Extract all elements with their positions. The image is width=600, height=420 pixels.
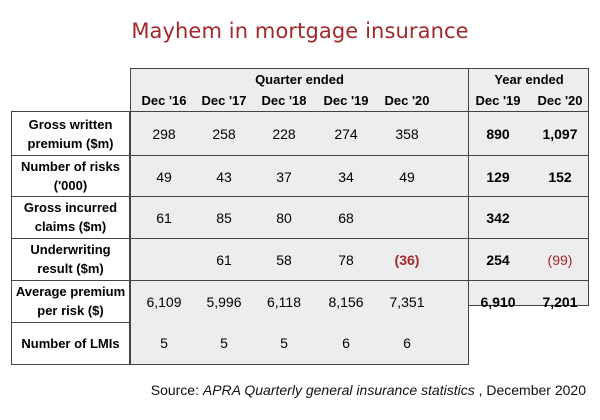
col-header-q3: Dec '18: [261, 93, 307, 108]
row-label-underwriting-result: Underwriting result ($m): [11, 238, 130, 281]
cell-risks-y2: 152: [548, 169, 572, 185]
col-header-q5: Dec '20: [384, 93, 430, 108]
cell-uw-q3: 58: [276, 252, 292, 268]
cell-claims-y1: 342: [486, 210, 510, 226]
row-divider: [11, 196, 589, 197]
row-label-gross-written-premium: Gross written premium ($m): [11, 111, 130, 156]
source-note: Source: APRA Quarterly general insurance…: [150, 382, 586, 398]
cell-risks-q2: 43: [216, 169, 232, 185]
cell-risks-q4: 34: [338, 169, 354, 185]
row-label-gross-incurred-claims: Gross incurred claims ($m): [11, 196, 130, 239]
row-divider: [11, 155, 589, 156]
col-header-q2: Dec '17: [201, 93, 247, 108]
cell-avg-y2: 7,201: [542, 294, 578, 310]
page-title: Mayhem in mortgage insurance: [131, 19, 469, 43]
cell-claims-q3: 80: [276, 210, 292, 226]
col-header-q1: Dec '16: [141, 93, 187, 108]
cell-uw-y2: (99): [547, 252, 573, 268]
row-divider: [11, 238, 589, 239]
cell-risks-y1: 129: [486, 169, 510, 185]
cell-lmis-q5: 6: [403, 335, 411, 351]
col-header-y2: Dec '20: [537, 93, 583, 108]
cell-lmis-q2: 5: [220, 335, 228, 351]
cell-avg-q5: 7,351: [389, 294, 425, 310]
cell-risks-q5: 49: [399, 169, 415, 185]
cell-avg-y1: 6,910: [480, 294, 516, 310]
cell-risks-q3: 37: [276, 169, 292, 185]
cell-gwp-y2: 1,097: [542, 126, 578, 142]
col-header-y1: Dec '19: [475, 93, 521, 108]
cell-lmis-q3: 5: [280, 335, 288, 351]
cell-uw-q4: 78: [338, 252, 354, 268]
cell-avg-q3: 6,118: [267, 294, 301, 310]
cell-claims-q1: 61: [156, 210, 172, 226]
quarter-group-header: Quarter ended: [255, 72, 344, 87]
cell-claims-q2: 85: [216, 210, 232, 226]
row-label-number-of-lmis: Number of LMIs: [11, 322, 130, 365]
cell-gwp-q4: 274: [334, 126, 358, 142]
cell-gwp-q2: 258: [212, 126, 236, 142]
quarter-section: [130, 68, 469, 365]
cell-gwp-q3: 228: [272, 126, 296, 142]
cell-gwp-q1: 298: [152, 126, 176, 142]
cell-uw-q5: (36): [394, 252, 420, 268]
cell-uw-q2: 61: [216, 252, 232, 268]
cell-gwp-q5: 358: [395, 126, 419, 142]
cell-risks-q1: 49: [156, 169, 172, 185]
cell-avg-q1: 6,109: [146, 294, 182, 310]
header-divider: [11, 111, 589, 112]
row-divider: [11, 280, 589, 281]
cell-claims-q4: 68: [338, 210, 354, 226]
year-section: [469, 68, 589, 306]
row-label-number-of-risks: Number of risks ('000): [11, 155, 130, 197]
cell-avg-q2: 5,996: [206, 294, 242, 310]
cell-lmis-q1: 5: [160, 335, 168, 351]
cell-lmis-q4: 6: [342, 335, 350, 351]
cell-uw-y1: 254: [486, 252, 510, 268]
col-header-q4: Dec '19: [323, 93, 369, 108]
row-label-average-premium: Average premium per risk ($): [11, 280, 130, 323]
cell-avg-q4: 8,156: [328, 294, 364, 310]
year-group-header: Year ended: [494, 72, 564, 87]
cell-gwp-y1: 890: [486, 126, 510, 142]
